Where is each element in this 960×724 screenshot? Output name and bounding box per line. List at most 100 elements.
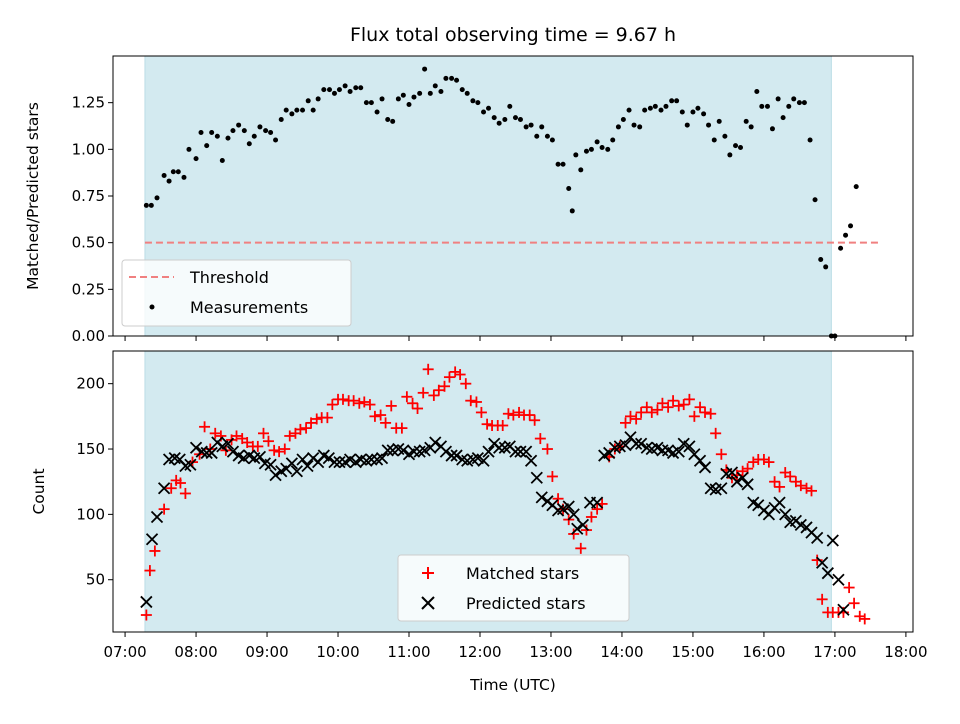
y-tick-label: 1.25 [72, 94, 105, 112]
matched-star-point [859, 613, 871, 625]
matched-star-point [407, 397, 419, 409]
predicted-star-point [656, 444, 669, 457]
predicted-star-point [296, 453, 309, 466]
measurement-point [523, 124, 529, 130]
measurement-point [620, 116, 626, 122]
measurement-point [764, 103, 770, 109]
matched-star-point [513, 406, 525, 418]
measurement-point [812, 197, 818, 203]
matched-star-point [541, 443, 553, 455]
measurement-point [166, 178, 172, 184]
matched-star-point [497, 419, 509, 431]
y-tick-label: 0.50 [72, 234, 105, 252]
measurement-point [315, 96, 321, 102]
matched-star-point [396, 422, 408, 434]
predicted-star-point [715, 482, 728, 495]
matched-star-point [252, 440, 264, 452]
measurement-point [853, 184, 859, 190]
matched-star-point [140, 609, 152, 621]
matched-star-point [784, 470, 796, 482]
measurement-point [143, 202, 149, 208]
measurement-point [417, 90, 423, 96]
x-tick-label: 10:00 [316, 643, 359, 661]
matched-star-point [422, 363, 434, 375]
matched-star-point [816, 593, 828, 605]
measurement-point [539, 124, 545, 130]
measurement-point [517, 116, 523, 122]
measurement-point [395, 96, 401, 102]
legend-measurement-swatch [149, 304, 155, 310]
y-tick-label: 150 [76, 440, 105, 458]
predicted-star-point [482, 445, 495, 458]
measurement-point [695, 105, 701, 111]
legend-measurements-label: Measurements [190, 298, 308, 317]
predicted-star-point [571, 522, 584, 535]
measurement-point [470, 98, 476, 104]
matched-star-point [257, 427, 269, 439]
predicted-star-point [693, 454, 707, 467]
measurement-point [246, 141, 252, 147]
measurement-point [438, 88, 444, 94]
measurement-point [549, 137, 555, 143]
measurement-point [278, 116, 284, 122]
predicted-star-point [514, 445, 527, 458]
matched-star-point [353, 397, 365, 409]
predicted-star-point [381, 444, 394, 457]
matched-star-point [385, 400, 397, 412]
measurement-point [748, 124, 754, 130]
matched-star-point [241, 436, 253, 448]
predicted-star-point [630, 437, 643, 450]
measurement-point [566, 186, 572, 192]
predicted-star-point [816, 556, 829, 569]
matched-star-point [630, 413, 642, 425]
measurement-point [502, 116, 508, 122]
measurement-point [449, 75, 455, 81]
x-tick-label: 18:00 [884, 643, 927, 661]
measurement-point [225, 135, 231, 141]
measurement-point [701, 111, 707, 117]
y-tick-label: 200 [76, 375, 105, 393]
measurement-point [658, 107, 664, 113]
measurement-point [464, 90, 470, 96]
y-tick-label: 0.75 [72, 187, 105, 205]
measurement-point [379, 96, 385, 102]
matched-star-point [591, 503, 603, 515]
matched-star-point [811, 554, 823, 566]
matched-star-point [273, 446, 285, 458]
measurement-point [406, 102, 412, 108]
measurement-point [706, 122, 712, 128]
predicted-star-point [445, 449, 458, 462]
measurement-point [754, 88, 760, 94]
y-tick-label: 0.25 [72, 280, 105, 298]
matched-star-point [460, 378, 472, 390]
matched-star-point [624, 410, 636, 422]
predicted-star-point [189, 441, 203, 454]
y-tick-label: 1.00 [72, 140, 105, 158]
predicted-star-point [779, 508, 792, 521]
measurement-point [347, 88, 353, 94]
measurement-point [353, 85, 359, 91]
predicted-star-point [269, 469, 282, 482]
bottom-legend-box [397, 554, 630, 622]
measurement-point [722, 133, 728, 139]
matched-star-point [449, 366, 461, 378]
measurement-point [219, 158, 225, 164]
measurement-point [786, 103, 792, 109]
measurement-point [512, 115, 518, 121]
matched-star-point [209, 427, 221, 439]
measurement-point [663, 103, 669, 109]
measurement-point [432, 83, 438, 89]
matched-star-point [609, 443, 621, 455]
predicted-star-point [826, 534, 839, 547]
predicted-star-point [140, 595, 153, 609]
measurement-point [427, 90, 433, 96]
matched-star-point [158, 503, 170, 515]
measurement-point [759, 103, 765, 109]
measurement-point [716, 118, 722, 124]
measurement-point [801, 100, 807, 106]
predicted-star-point [157, 482, 171, 495]
matched-star-point [688, 410, 700, 422]
top-panel: 0.00 0.25 0.50 0.75 1.00 1.25 Matched/Predict… [24, 55, 914, 345]
matched-star-point [552, 493, 564, 505]
predicted-star-point [285, 457, 299, 470]
